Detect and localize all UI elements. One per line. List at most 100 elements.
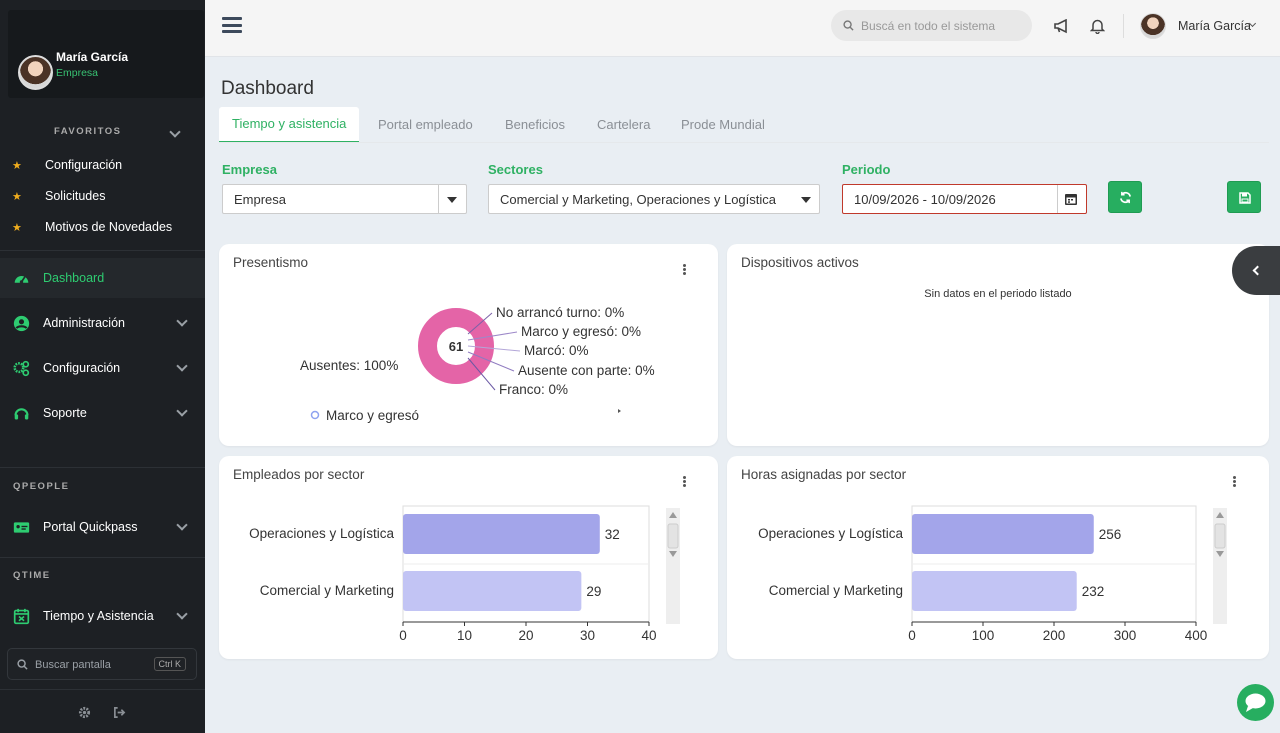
card-title: Empleados por sector [233,467,365,482]
tab-portal-empleado[interactable]: Portal empleado [378,117,473,132]
tab-cartelera[interactable]: Cartelera [597,117,651,132]
logout-icon[interactable] [113,706,126,719]
x-tick-label: 300 [1114,628,1137,643]
save-button[interactable] [1227,181,1261,213]
card-title: Presentismo [233,255,309,270]
sidebar-item-soporte[interactable]: Soporte [0,393,205,433]
scroll-up-arrow-icon [669,512,677,518]
bar-value-label: 32 [605,527,620,542]
select-divider [1057,185,1058,213]
sidebar-item-administracion[interactable]: Administración [0,303,205,343]
avatar[interactable] [18,55,53,90]
sidebar-item-label: Configuración [43,361,121,375]
refresh-button[interactable] [1108,181,1142,213]
periodo-value: 10/09/2026 - 10/09/2026 [854,192,996,207]
kebab-menu-icon[interactable] [1233,476,1236,487]
bar [912,571,1077,611]
divider [0,557,205,558]
scrollbar-thumb [1214,523,1226,549]
favorites-chevron-down-icon[interactable] [169,126,181,138]
x-tick-label: 400 [1185,628,1208,643]
category-label: Comercial y Marketing [260,583,394,598]
sidebar-item-tiempo-asistencia[interactable]: Tiempo y Asistencia [0,596,205,636]
caret-down-icon [447,197,457,203]
gear-icon[interactable] [78,706,91,719]
periodo-label: Periodo [842,162,891,177]
sidebar-item-configuracion[interactable]: Configuración [0,348,205,388]
pie-slice-label: Ausentes: 100% [300,358,398,373]
favorite-item-solicitudes[interactable]: ★ Solicitudes [12,189,105,203]
tab-tiempo-asistencia[interactable]: Tiempo y asistencia [219,107,360,143]
bar-value-label: 256 [1099,527,1122,542]
category-label: Operaciones y Logística [758,526,903,541]
topbar-user-name[interactable]: María García [1178,19,1251,33]
bar-value-label: 232 [1082,584,1105,599]
page-title: Dashboard [221,78,314,99]
headset-icon [14,408,29,420]
sidebar-item-portal-quickpass[interactable]: Portal Quickpass [0,507,205,547]
bell-icon[interactable] [1090,18,1105,34]
x-tick-label: 30 [580,628,595,643]
pie-slice [418,308,494,384]
x-tick-label: 10 [457,628,472,643]
megaphone-icon[interactable] [1054,19,1070,34]
calendar-x-icon [13,608,30,625]
x-tick-label: 40 [641,628,656,643]
panel-toggle-button[interactable] [1232,246,1280,295]
chevron-down-icon [176,360,188,372]
chevron-down-icon [176,315,188,327]
divider [0,250,205,251]
select-divider [438,185,439,213]
category-label: Comercial y Marketing [769,583,903,598]
hamburger-menu-icon[interactable] [222,17,242,33]
scrollbar-thumb [667,523,679,549]
periodo-date-input[interactable]: 10/09/2026 - 10/09/2026 [842,184,1087,214]
tab-beneficios[interactable]: Beneficios [505,117,565,132]
qtime-heading: QTIME [13,570,51,581]
horas-bar-chart: 256 Operaciones y Logística 232 Comercial y… [758,505,1227,643]
empresa-value: Empresa [234,192,287,207]
dispositivos-card: Dispositivos activos Sin datos en el per… [727,244,1269,446]
qpeople-heading: QPEOPLE [13,481,70,492]
pie-slice-label: Ausente con parte: 0% [518,363,655,378]
sidebar-search-input[interactable]: Buscar pantalla Ctrl K [7,648,197,680]
bar-value-label: 29 [586,584,601,599]
empleados-card: Empleados por sector 32 Operaciones y Log… [219,456,718,659]
favorite-item-configuracion[interactable]: ★ Configuración [12,158,122,172]
chevron-down-icon [176,519,188,531]
category-label: Operaciones y Logística [249,526,394,541]
kebab-menu-icon[interactable] [683,264,686,275]
sidebar-item-dashboard[interactable]: Dashboard [0,258,205,298]
sidebar-item-label: Soporte [43,406,87,420]
pie-leader-line [467,351,515,372]
x-tick-label: 0 [399,628,407,643]
favorite-item-motivos[interactable]: ★ Motivos de Novedades [12,220,172,234]
kebab-menu-icon[interactable] [683,476,686,487]
bar [403,571,582,611]
pie-slice-label: No arrancó turno: 0% [496,305,624,320]
sidebar-item-label: Portal Quickpass [43,520,138,534]
pie-slice-label: Franco: 0% [499,382,568,397]
card-title: Dispositivos activos [741,255,859,270]
empresa-select[interactable]: Empresa [222,184,467,214]
card-title: Horas asignadas por sector [741,467,907,482]
sectores-select[interactable]: Comercial y Marketing, Operaciones y Log… [488,184,820,214]
topbar-avatar[interactable] [1140,13,1166,39]
chat-button[interactable] [1237,684,1274,721]
sidebar-user-name: María García [56,50,129,64]
sidebar-item-label: Tiempo y Asistencia [43,609,154,623]
pie-center-label: 61 [449,339,463,354]
global-search-input[interactable]: Buscá en todo el sistema [831,10,1032,41]
sidebar-item-label: Dashboard [43,271,105,285]
x-tick-label: 20 [518,628,533,643]
legend-next-arrow-icon [618,409,621,413]
tab-prode-mundial[interactable]: Prode Mundial [681,117,765,132]
global-search-placeholder: Buscá en todo el sistema [861,19,996,33]
sectores-label: Sectores [488,162,543,177]
star-icon: ★ [12,222,22,234]
calendar-icon[interactable] [1064,192,1078,206]
pie-leader-line [467,312,493,335]
empresa-label: Empresa [222,162,277,177]
presentismo-card: Presentismo 61 Ausentes: 100% No arrancó t… [219,244,718,446]
legend-label: Marco y egresó [326,408,419,423]
